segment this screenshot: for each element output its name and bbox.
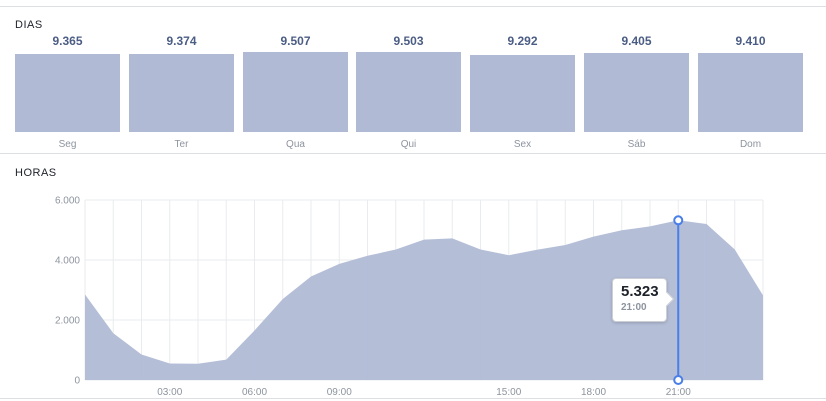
day-label: Sáb (627, 139, 646, 150)
top-divider (0, 6, 826, 7)
x-axis-labels: 03:00 06:00 09:00 15:00 18:00 21:00 (157, 387, 691, 398)
days-section-title: DIAS (15, 19, 43, 31)
x-tick-label: 15:00 (496, 387, 521, 398)
x-tick-label: 03:00 (157, 387, 182, 398)
day-bar[interactable] (15, 54, 120, 132)
day-column[interactable]: 9.503 Qui (356, 30, 461, 152)
tooltip-value: 5.323 (621, 283, 659, 300)
day-value-label: 9.292 (507, 34, 538, 48)
day-bar[interactable] (356, 51, 461, 132)
day-value-label: 9.410 (735, 34, 766, 48)
day-label: Sex (513, 139, 532, 150)
x-tick-label: 21:00 (666, 387, 691, 398)
day-value-label: 9.374 (166, 34, 197, 48)
y-tick-label: 0 (74, 376, 80, 387)
day-label: Dom (739, 139, 762, 150)
day-column[interactable]: 9.365 Seg (15, 30, 120, 152)
hours-section-title: HORAS (15, 167, 57, 179)
y-tick-label: 2.000 (55, 316, 80, 327)
x-tick-label: 09:00 (327, 387, 352, 398)
day-column[interactable]: 9.374 Ter (129, 30, 234, 152)
x-tick-label: 18:00 (581, 387, 606, 398)
day-value-label: 9.365 (52, 34, 83, 48)
day-label: Qui (400, 139, 417, 150)
day-column[interactable]: 9.405 Sáb (584, 30, 689, 152)
bottom-divider (0, 398, 826, 399)
day-label: Qua (286, 139, 305, 150)
day-value-label: 9.405 (621, 34, 652, 48)
day-bar[interactable] (129, 53, 234, 132)
day-column[interactable]: 9.507 Qua (243, 30, 348, 152)
y-tick-label: 6.000 (55, 196, 80, 207)
day-column[interactable]: 9.292 Sex (470, 30, 575, 152)
day-value-label: 9.507 (280, 34, 311, 48)
hours-area-series (85, 220, 763, 380)
day-bar[interactable] (698, 53, 803, 132)
cursor-base (673, 375, 684, 385)
day-column[interactable]: 9.410 Dom (698, 30, 803, 152)
hover-tooltip: 5.323 21:00 (612, 278, 667, 322)
section-divider (0, 153, 826, 154)
y-tick-label: 4.000 (55, 256, 80, 267)
day-value-label: 9.503 (393, 34, 424, 48)
hover-cursor (673, 215, 684, 385)
x-tick-label: 06:00 (242, 387, 267, 398)
day-bar[interactable] (470, 55, 575, 132)
day-label: Seg (58, 139, 77, 150)
y-axis-labels: 0 2.000 4.000 6.000 (55, 196, 80, 387)
day-bar[interactable] (584, 53, 689, 132)
day-bar[interactable] (243, 51, 348, 132)
tooltip-time: 21:00 (621, 302, 647, 313)
day-label: Ter (174, 139, 189, 150)
cursor-point (673, 215, 684, 226)
